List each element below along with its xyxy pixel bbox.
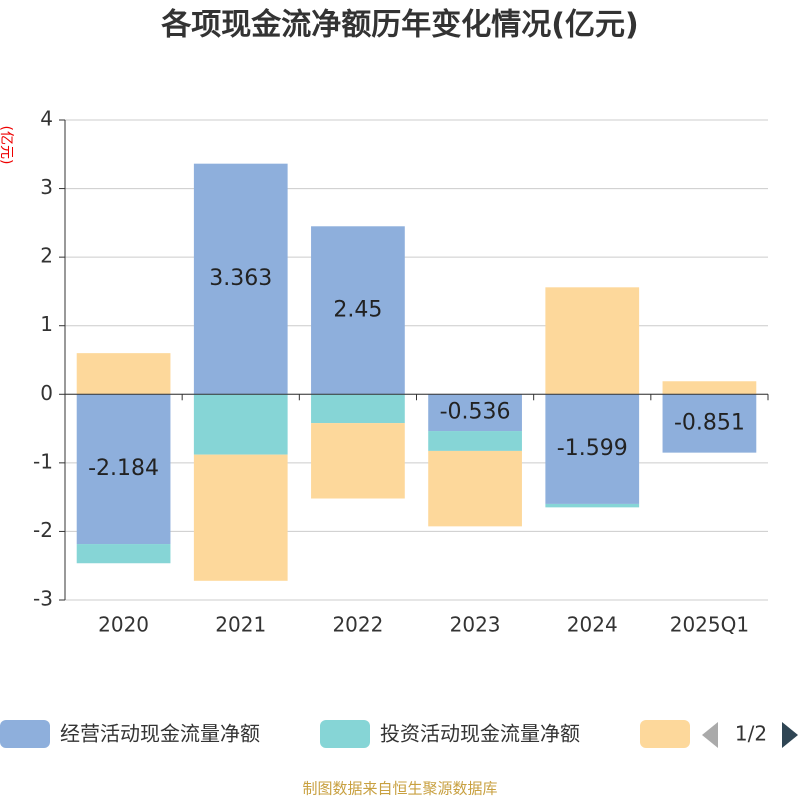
y-tick-label: 1 bbox=[40, 312, 53, 336]
y-tick-label: 3 bbox=[40, 175, 53, 199]
x-tick-label: 2025Q1 bbox=[670, 613, 749, 637]
bar bbox=[193, 394, 288, 455]
source: 制图数据来自恒生聚源数据库 bbox=[302, 780, 497, 798]
bar bbox=[76, 544, 171, 564]
bar bbox=[545, 287, 640, 395]
data-label: 2.45 bbox=[333, 297, 382, 322]
bar bbox=[311, 394, 405, 424]
x-tick-label: 2022 bbox=[332, 613, 383, 637]
x-tick-label: 2023 bbox=[450, 613, 501, 637]
x-tick-label: 2024 bbox=[567, 613, 618, 637]
bar bbox=[662, 394, 757, 453]
data-label: 3.363 bbox=[209, 266, 272, 291]
x-tick-label: 2020 bbox=[98, 613, 149, 637]
data-label: -1.599 bbox=[557, 436, 628, 461]
bar bbox=[545, 394, 640, 504]
bar bbox=[428, 394, 522, 432]
legend-swatch bbox=[0, 720, 50, 748]
y-axis-label: (亿元) bbox=[0, 126, 14, 165]
bar bbox=[193, 163, 288, 395]
bar bbox=[76, 394, 171, 545]
y-tick-label: 2 bbox=[40, 244, 53, 268]
y-tick-label: -2 bbox=[33, 518, 53, 542]
data-label: -0.851 bbox=[674, 410, 745, 435]
y-tick-label: -3 bbox=[33, 587, 53, 611]
legend-next[interactable] bbox=[782, 722, 798, 748]
y-tick-label: 0 bbox=[40, 381, 53, 405]
chart-title: 各项现金流净额历年变化情况(亿元) bbox=[160, 8, 638, 43]
legend-swatch bbox=[640, 720, 690, 748]
bar bbox=[76, 353, 171, 395]
bar bbox=[193, 454, 288, 581]
x-tick-label: 2021 bbox=[215, 613, 266, 637]
legend-label: 投资活动现金流量净额 bbox=[380, 722, 580, 746]
bar bbox=[311, 423, 405, 499]
legend-label: 经营活动现金流量净额 bbox=[60, 722, 260, 746]
data-label: -2.184 bbox=[88, 456, 159, 481]
legend-page: 1/2 bbox=[735, 722, 767, 746]
bar bbox=[428, 450, 522, 527]
bar bbox=[545, 503, 640, 508]
data-label: -0.536 bbox=[440, 400, 511, 425]
bar bbox=[662, 381, 757, 395]
bar bbox=[311, 226, 405, 395]
y-tick-label: 4 bbox=[40, 107, 53, 131]
legend-swatch bbox=[320, 720, 370, 748]
legend-prev[interactable] bbox=[702, 722, 718, 748]
bar bbox=[428, 431, 522, 451]
y-tick-label: -1 bbox=[33, 449, 53, 473]
